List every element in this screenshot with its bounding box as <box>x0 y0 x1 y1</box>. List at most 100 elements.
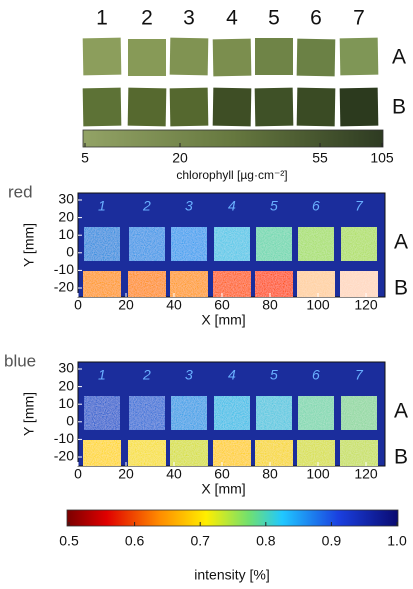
y-tick-label: 0 <box>66 244 74 260</box>
intensity-map <box>214 396 250 430</box>
intensity-map <box>256 396 292 430</box>
y-tick-label: -10 <box>54 430 74 446</box>
row-label: B <box>394 446 408 469</box>
x-tick-label: 0 <box>74 466 82 482</box>
handwritten-number: 1 <box>98 198 106 214</box>
x-axis-label: X [mm] <box>201 312 245 328</box>
column-label: 2 <box>141 7 153 30</box>
y-tick-label: 20 <box>58 377 74 393</box>
intensity-map <box>256 227 292 261</box>
x-axis-label: X [mm] <box>201 481 245 497</box>
handwritten-number: 4 <box>228 367 236 383</box>
intensity-map <box>171 396 207 430</box>
intensity-map <box>213 271 251 297</box>
leaf-photo <box>340 88 379 127</box>
colorbar-tick-label: 1.0 <box>387 533 407 549</box>
leaf-photo <box>170 88 209 127</box>
leaf-photo <box>83 88 122 127</box>
x-tick-label: 60 <box>214 466 230 482</box>
panel-title: blue <box>4 351 36 370</box>
row-label: B <box>392 96 406 119</box>
leaf-photo <box>213 39 252 77</box>
colorbar-tick-label: 0.9 <box>322 533 342 549</box>
colorbar-tick-label: 0.6 <box>125 533 145 549</box>
intensity-map <box>213 440 251 466</box>
row-label: A <box>394 400 408 423</box>
row-label: A <box>392 46 406 69</box>
leaf-photo <box>170 38 209 76</box>
leaf-photo <box>128 39 166 76</box>
intensity-map <box>255 271 293 297</box>
leaf-photo <box>255 38 293 75</box>
y-tick-label: 10 <box>58 395 74 411</box>
intensity-map <box>214 227 250 261</box>
leaf-photo <box>255 88 294 127</box>
column-label: 5 <box>268 7 280 30</box>
x-tick-label: 120 <box>354 466 378 482</box>
y-tick-label: 0 <box>66 413 74 429</box>
intensity-map <box>170 440 208 466</box>
x-tick-label: 60 <box>214 297 230 313</box>
intensity-map <box>297 271 335 297</box>
intensity-map <box>170 271 208 297</box>
chlorophyll-colorbar <box>83 130 383 147</box>
panel-title: red <box>8 182 33 201</box>
colorbar-tick-label: 0.8 <box>256 533 276 549</box>
intensity-map <box>298 396 334 430</box>
intensity-map <box>341 396 377 430</box>
row-label: B <box>394 277 408 300</box>
intensity-map <box>298 227 334 261</box>
intensity-map <box>297 440 335 466</box>
x-tick-label: 40 <box>166 466 182 482</box>
leaf-photo <box>83 38 122 76</box>
y-tick-label: 20 <box>58 208 74 224</box>
intensity-map <box>129 227 165 261</box>
y-tick-label: -20 <box>54 279 74 295</box>
leaf-photo <box>340 38 379 76</box>
leaf-photo <box>213 88 252 127</box>
leaf-photo <box>297 88 336 127</box>
intensity-map <box>255 440 293 466</box>
handwritten-number: 5 <box>270 367 278 383</box>
colorbar-tick-label: 0.7 <box>190 533 210 549</box>
intensity-map <box>340 440 378 466</box>
x-tick-label: 0 <box>74 297 82 313</box>
intensity-map <box>129 396 165 430</box>
colorbar-label: intensity [%] <box>194 567 269 583</box>
y-tick-label: 30 <box>58 360 74 376</box>
intensity-map <box>340 271 378 297</box>
x-tick-label: 20 <box>118 297 134 313</box>
colorbar-tick-label: 20 <box>172 150 188 166</box>
x-tick-label: 120 <box>354 297 378 313</box>
colorbar-tick-label: 105 <box>370 150 394 166</box>
y-axis-label: Y [mm] <box>21 223 37 267</box>
handwritten-number: 5 <box>270 198 278 214</box>
x-tick-label: 40 <box>166 297 182 313</box>
x-tick-label: 20 <box>118 466 134 482</box>
intensity-map <box>83 271 121 297</box>
handwritten-number: 6 <box>312 367 320 383</box>
column-label: 6 <box>310 7 322 30</box>
x-tick-label: 100 <box>306 297 330 313</box>
intensity-map <box>341 227 377 261</box>
intensity-map <box>128 271 166 297</box>
handwritten-number: 1 <box>98 367 106 383</box>
x-tick-label: 80 <box>262 466 278 482</box>
handwritten-number: 4 <box>228 198 236 214</box>
intensity-map <box>171 227 207 261</box>
x-tick-label: 80 <box>262 297 278 313</box>
leaf-photo <box>297 39 336 77</box>
intensity-map <box>84 396 120 430</box>
handwritten-number: 2 <box>142 198 151 214</box>
colorbar-tick-label: 0.5 <box>59 533 79 549</box>
handwritten-number: 3 <box>185 367 193 383</box>
handwritten-number: 3 <box>185 198 193 214</box>
row-label: A <box>394 231 408 254</box>
column-label: 3 <box>183 7 195 30</box>
x-tick-label: 100 <box>306 466 330 482</box>
y-tick-label: -10 <box>54 261 74 277</box>
handwritten-number: 2 <box>142 367 151 383</box>
handwritten-number: 7 <box>355 367 364 383</box>
intensity-map <box>83 440 121 466</box>
intensity-map <box>128 440 166 466</box>
